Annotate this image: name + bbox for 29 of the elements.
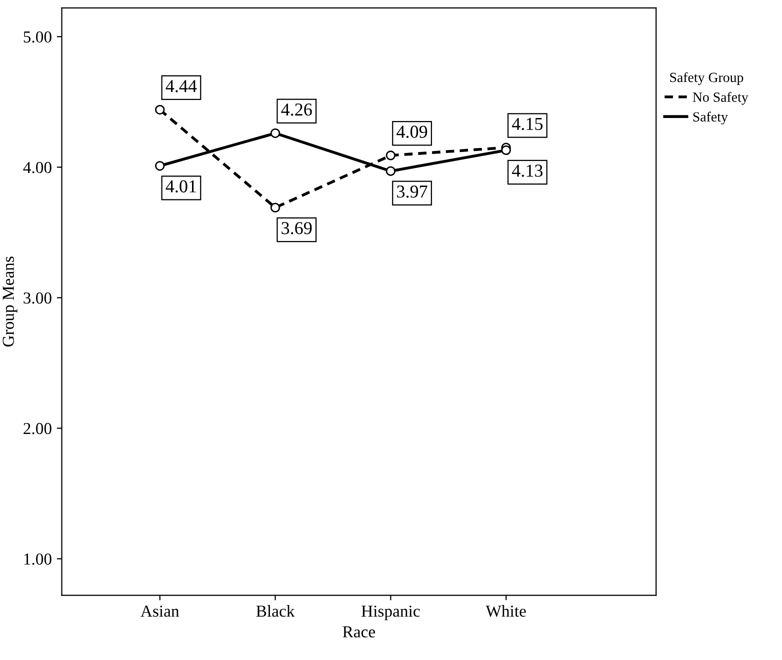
point	[270, 128, 280, 138]
point	[270, 202, 280, 212]
x-tick-label: White	[486, 605, 526, 617]
legend-title: Safety Group	[670, 72, 744, 85]
y-tick-label: 3.00	[24, 292, 52, 304]
y-tick-label: 1.00	[24, 553, 52, 565]
y-tick-label: 4.00	[23, 162, 52, 174]
data-label: 4.44	[166, 80, 197, 92]
point	[386, 166, 396, 176]
point	[501, 145, 511, 156]
point	[386, 150, 396, 160]
legend-label: Safety	[693, 112, 728, 124]
data-label: 4.01	[166, 180, 196, 193]
legend-label: No Safety	[692, 92, 748, 105]
data-label: 4.13	[512, 164, 543, 177]
x-tick-label: Black	[256, 605, 295, 617]
point	[155, 104, 165, 115]
data-label: 4.26	[281, 104, 312, 116]
data-label: 3.97	[397, 186, 428, 198]
data-label: 3.69	[282, 222, 312, 234]
y-axis-title: Group Means	[2, 256, 18, 347]
point	[155, 161, 165, 171]
y-tick-label: 5.00	[24, 31, 52, 43]
y-tick-label: 2.00	[24, 422, 52, 434]
data-label: 4.09	[396, 126, 428, 138]
x-axis-title: Race	[342, 626, 376, 638]
x-tick-label: Hispanic	[362, 606, 420, 620]
x-tick-label: Asian	[140, 606, 180, 617]
data-label: 4.15	[512, 118, 543, 130]
